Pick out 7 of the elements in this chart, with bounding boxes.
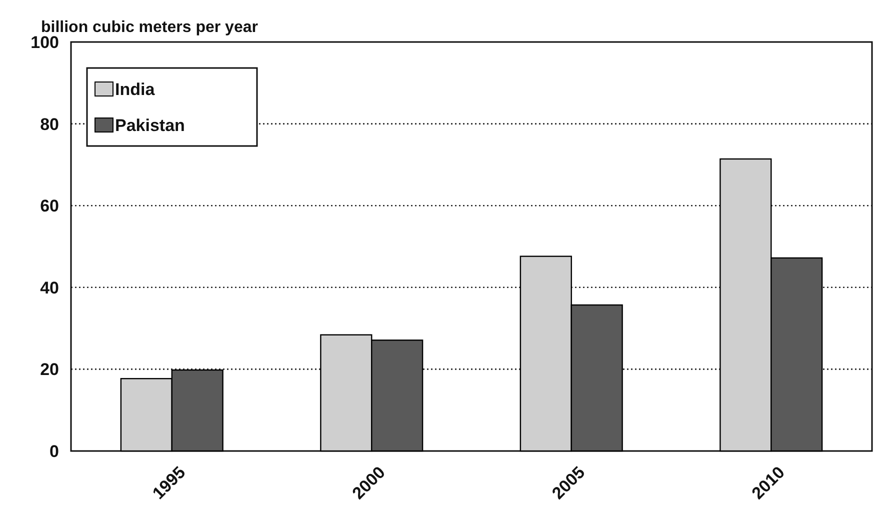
y-tick-label: 40	[40, 278, 59, 298]
y-tick-label: 80	[40, 114, 59, 134]
y-tick-label: 0	[50, 442, 59, 461]
legend-label: India	[115, 80, 156, 99]
y-tick-label: 20	[40, 360, 59, 380]
y-tick-label: 60	[40, 196, 59, 216]
legend-label: Pakistan	[115, 116, 185, 135]
